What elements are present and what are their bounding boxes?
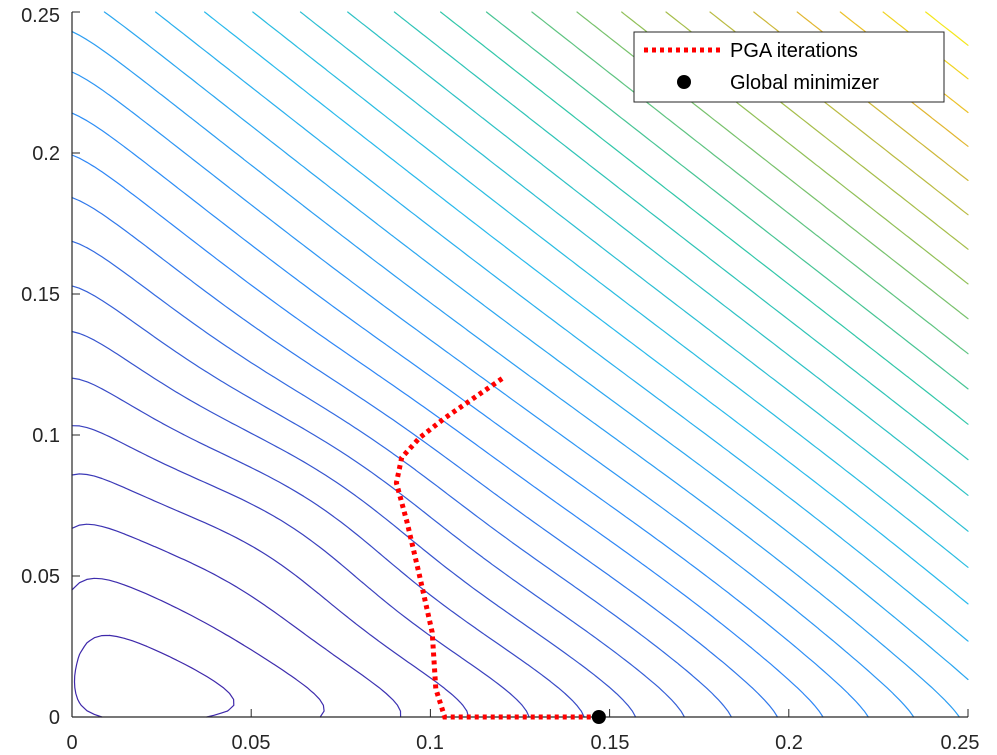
- contour-line: [71, 523, 402, 718]
- contour-line: [204, 11, 969, 605]
- x-tick-label: 0.2: [775, 732, 803, 754]
- x-tick-label: 0.25: [941, 732, 980, 754]
- contour-line: [71, 154, 824, 718]
- y-tick-label: 0.05: [21, 566, 60, 588]
- contour-line: [71, 31, 960, 718]
- x-tick-labels: 0 0.05 0.1 0.15 0.2 0.25: [66, 732, 979, 754]
- contour-line: [71, 330, 637, 718]
- legend-label-pga-iterations: PGA iterations: [730, 40, 858, 62]
- y-tick-label: 0.2: [32, 143, 60, 165]
- tick-marks: [71, 11, 969, 718]
- contour-line: [71, 473, 470, 718]
- contour-line: [71, 71, 915, 718]
- x-tick-label: 0.1: [416, 732, 444, 754]
- contour-line: [71, 377, 585, 718]
- contour-line: [925, 11, 969, 46]
- contour-line: [440, 11, 969, 425]
- legend-box: [633, 31, 945, 103]
- legend-marker-swatch: [677, 75, 691, 89]
- contour-line: [252, 11, 969, 568]
- global-minimizer-point: [591, 710, 606, 724]
- y-tick-label: 0: [49, 707, 60, 729]
- contour-line: [531, 11, 969, 355]
- contour-line: [299, 11, 969, 532]
- contour-line: [155, 11, 969, 642]
- contour-line: [393, 11, 969, 461]
- y-tick-labels: 0 0.05 0.1 0.15 0.2 0.25: [21, 5, 60, 729]
- x-tick-label: 0.15: [591, 732, 630, 754]
- axes: [71, 12, 968, 718]
- legend: PGA iterations Global minimizer: [633, 31, 945, 103]
- contour-line: [71, 577, 325, 718]
- y-tick-label: 0.25: [21, 5, 60, 27]
- y-tick-label: 0.15: [21, 284, 60, 306]
- y-tick-label: 0.1: [32, 425, 60, 447]
- contour-line: [71, 285, 685, 718]
- contour-line: [73, 634, 235, 718]
- legend-label-global-minimizer: Global minimizer: [730, 72, 879, 94]
- contour-line: [103, 11, 969, 681]
- contour-line: [71, 240, 732, 718]
- contour-line: [347, 11, 969, 496]
- pga-iterations-path: [393, 376, 599, 720]
- contour-lines: [71, 11, 969, 718]
- x-tick-label: 0.05: [232, 732, 271, 754]
- x-tick-label: 0: [66, 732, 77, 754]
- data-series: [393, 376, 606, 724]
- contour-line: [485, 11, 969, 390]
- contour-line: [71, 425, 530, 718]
- contour-line: [71, 197, 779, 718]
- contour-line: [71, 112, 869, 718]
